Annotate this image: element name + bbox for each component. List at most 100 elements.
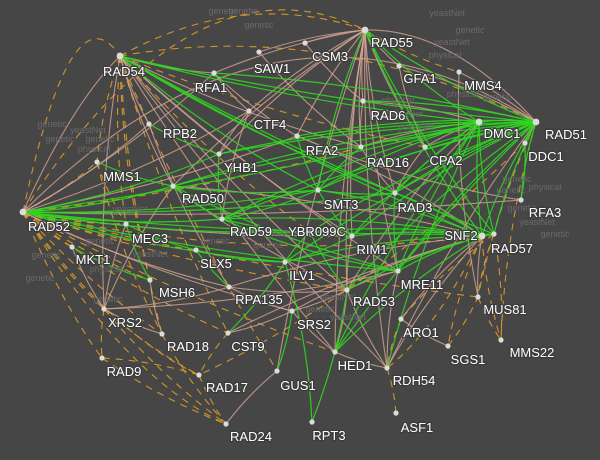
graph-edge[interactable] (101, 357, 227, 425)
graph-node[interactable] (256, 49, 262, 55)
graph-edge[interactable] (149, 279, 163, 335)
graph-edge[interactable] (218, 121, 480, 155)
graph-edge[interactable] (346, 235, 483, 291)
graph-node[interactable] (19, 208, 27, 216)
graph-edge[interactable] (195, 249, 286, 263)
graph-edge[interactable] (172, 185, 483, 237)
graph-edge[interactable] (346, 289, 388, 369)
graph-node[interactable] (225, 330, 231, 336)
graph-edge[interactable] (22, 211, 229, 334)
graph-edge[interactable] (228, 286, 348, 293)
graph-edge[interactable] (309, 121, 537, 233)
graph-node[interactable] (116, 52, 124, 60)
graph-edge[interactable] (400, 318, 449, 347)
graph-edge[interactable] (22, 189, 319, 213)
graph-edge[interactable] (360, 121, 537, 148)
graph-edge[interactable] (119, 55, 311, 233)
graph-edge[interactable] (317, 29, 366, 191)
graph-node[interactable] (147, 277, 153, 283)
graph-edge[interactable] (276, 29, 366, 372)
graph-edge[interactable] (386, 121, 480, 369)
graph-edge[interactable] (119, 55, 278, 372)
graph-edge[interactable] (296, 135, 319, 191)
graph-node[interactable] (196, 372, 202, 378)
graph-edge[interactable] (364, 29, 399, 272)
graph-edge[interactable] (360, 146, 396, 194)
graph-edge[interactable] (284, 235, 483, 263)
graph-edge[interactable] (296, 119, 537, 137)
graph-edge[interactable] (103, 185, 174, 310)
graph-node[interactable] (384, 365, 390, 371)
graph-node[interactable] (349, 233, 355, 239)
graph-edge[interactable] (394, 192, 483, 237)
graph-node[interactable] (159, 331, 165, 337)
graph-node[interactable] (491, 231, 497, 237)
graph-edge[interactable] (317, 189, 353, 237)
graph-edge[interactable] (172, 185, 399, 272)
graph-edge[interactable] (100, 308, 105, 359)
graph-edge[interactable] (172, 185, 319, 194)
graph-edge[interactable] (386, 121, 537, 369)
graph-node[interactable] (315, 187, 321, 193)
graph-node[interactable] (274, 368, 280, 374)
graph-node[interactable] (219, 216, 225, 222)
graph-edge[interactable] (119, 55, 426, 148)
graph-edge[interactable] (119, 13, 366, 57)
graph-edge[interactable] (22, 199, 522, 215)
graph-edge[interactable] (334, 29, 366, 353)
graph-edge[interactable] (221, 218, 353, 237)
graph-edge[interactable] (397, 121, 480, 272)
graph-edge[interactable] (228, 235, 483, 288)
graph-node[interactable] (522, 140, 528, 146)
graph-edge[interactable] (195, 249, 230, 288)
graph-edge[interactable] (296, 29, 366, 137)
graph-edge[interactable] (218, 110, 250, 155)
graph-edge[interactable] (317, 189, 396, 195)
graph-edge[interactable] (359, 100, 364, 148)
graph-edge[interactable] (393, 192, 399, 272)
graph-edge[interactable] (458, 71, 537, 123)
graph-edge[interactable] (71, 246, 151, 281)
graph-edge[interactable] (364, 29, 537, 123)
graph-edge[interactable] (213, 29, 366, 74)
graph-edge[interactable] (227, 261, 286, 334)
graph-edge[interactable] (96, 161, 163, 335)
graph-edge[interactable] (103, 223, 127, 310)
graph-edge[interactable] (311, 289, 348, 423)
graph-edge[interactable] (493, 233, 503, 341)
graph-edge[interactable] (22, 211, 151, 281)
graph-edge[interactable] (198, 332, 229, 376)
graph-edge[interactable] (221, 121, 537, 220)
graph-edge[interactable] (116, 55, 127, 225)
graph-edge[interactable] (119, 55, 362, 148)
graph-edge[interactable] (397, 121, 537, 272)
graph-edge[interactable] (103, 308, 163, 335)
graph-node[interactable] (392, 190, 398, 196)
graph-node[interactable] (398, 316, 404, 322)
graph-edge[interactable] (172, 121, 480, 187)
graph-edge[interactable] (172, 185, 223, 220)
graph-edge[interactable] (22, 153, 220, 213)
graph-edge[interactable] (362, 100, 537, 123)
graph-edge[interactable] (119, 55, 319, 191)
graph-edge[interactable] (119, 55, 480, 123)
graph-edge[interactable] (258, 29, 366, 53)
graph-edge[interactable] (477, 233, 495, 298)
graph-edge[interactable] (22, 211, 399, 272)
graph-edge[interactable] (172, 121, 537, 187)
graph-edge[interactable] (221, 217, 483, 237)
graph-edge[interactable] (364, 29, 537, 123)
graph-edge[interactable] (119, 55, 396, 194)
graph-node[interactable] (69, 244, 75, 250)
graph-node[interactable] (246, 108, 252, 114)
graph-edge[interactable] (477, 235, 483, 298)
graph-edge[interactable] (476, 121, 483, 237)
graph-edge[interactable] (22, 55, 121, 213)
graph-edge[interactable] (22, 9, 366, 213)
graph-edge[interactable] (119, 45, 537, 123)
graph-edge[interactable] (364, 29, 460, 73)
graph-edge[interactable] (213, 72, 537, 123)
graph-edge[interactable] (457, 71, 479, 298)
graph-node[interactable] (478, 232, 486, 240)
